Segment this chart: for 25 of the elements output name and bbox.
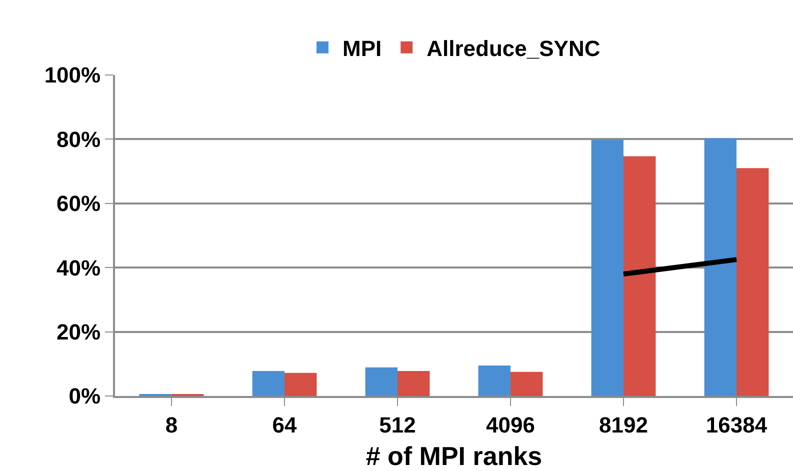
y-tick-label: 20% xyxy=(56,320,101,344)
y-tick-label: 80% xyxy=(56,126,101,152)
x-axis-title: # of MPI ranks xyxy=(366,441,542,471)
bar xyxy=(591,140,624,396)
bar xyxy=(252,370,284,396)
x-tick-label: 8192 xyxy=(599,412,648,438)
x-tick-label: 8 xyxy=(165,412,178,438)
bar xyxy=(365,367,398,396)
y-tick-label: 0% xyxy=(68,384,101,409)
x-tick-label: 16384 xyxy=(706,412,768,438)
bar xyxy=(398,370,430,396)
y-tick-label: 40% xyxy=(56,255,101,280)
y-tick-label: 60% xyxy=(56,191,101,216)
x-tick-label: 512 xyxy=(379,412,416,438)
x-tick-label: 4096 xyxy=(486,412,535,438)
bar xyxy=(284,372,317,396)
legend-label: Allreduce_SYNC xyxy=(426,36,600,61)
bar xyxy=(624,156,656,396)
y-tick-label: 100% xyxy=(44,62,101,88)
bar xyxy=(704,138,736,396)
x-tick-label: 64 xyxy=(272,412,298,438)
bar xyxy=(736,168,769,396)
legend-label: MPI xyxy=(342,36,382,61)
bar xyxy=(478,366,510,396)
bar xyxy=(510,372,543,396)
